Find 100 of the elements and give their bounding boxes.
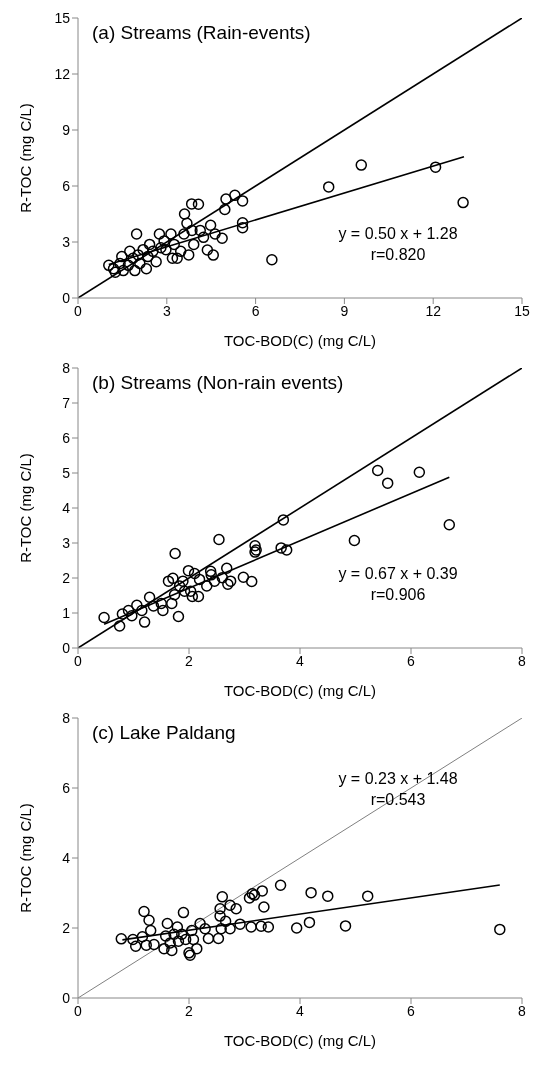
x-tick-label: 6 <box>251 302 260 319</box>
point <box>212 932 225 945</box>
point <box>207 249 220 261</box>
x-tick-label: 0 <box>74 652 83 669</box>
point <box>216 232 228 245</box>
point <box>355 159 368 171</box>
point <box>186 590 199 603</box>
point <box>169 547 181 560</box>
point <box>150 256 162 268</box>
point <box>176 928 188 941</box>
annotation: y = 0.67 x + 0.39 <box>338 564 458 584</box>
x-tick-label: 15 <box>514 302 530 319</box>
point <box>166 944 178 957</box>
point <box>236 221 249 234</box>
point <box>230 903 242 915</box>
point <box>494 923 506 936</box>
point <box>181 217 193 230</box>
point <box>275 542 287 554</box>
point <box>140 939 153 951</box>
annotation: r=0.543 <box>369 790 427 810</box>
point <box>192 198 205 211</box>
point <box>147 600 160 612</box>
point <box>114 257 126 270</box>
x-tick-label: 2 <box>185 1002 194 1019</box>
point <box>274 879 287 892</box>
point <box>168 928 180 941</box>
point <box>277 514 290 526</box>
x-tick-label: 0 <box>74 1002 83 1019</box>
point <box>413 466 426 479</box>
point <box>187 933 200 946</box>
point <box>224 922 236 935</box>
point <box>280 544 293 556</box>
point <box>179 933 192 946</box>
point <box>122 259 135 272</box>
point <box>219 915 232 928</box>
point <box>132 249 144 261</box>
x-axis-title: TOC-BOD(C) (mg C/L) <box>223 1032 377 1049</box>
point <box>266 253 278 266</box>
point <box>165 228 177 240</box>
point <box>204 219 217 231</box>
point <box>229 189 241 202</box>
point <box>290 922 303 934</box>
x-tick-label: 6 <box>407 1002 416 1019</box>
point <box>208 575 221 587</box>
point <box>429 161 442 173</box>
point <box>168 589 181 601</box>
point <box>194 224 206 237</box>
point <box>258 901 270 913</box>
point <box>138 905 150 918</box>
point <box>216 571 229 584</box>
chart-title: (a) Streams (Rain-events) <box>92 22 311 44</box>
point <box>136 604 148 617</box>
annotation: y = 0.23 x + 1.48 <box>338 769 458 789</box>
point <box>127 252 139 264</box>
point <box>162 575 175 587</box>
point <box>129 264 141 277</box>
point <box>115 933 128 945</box>
point <box>194 917 206 930</box>
point <box>134 257 146 270</box>
point <box>144 924 157 937</box>
point <box>371 464 384 477</box>
point <box>186 224 198 237</box>
point <box>177 906 190 919</box>
point <box>199 922 211 935</box>
point <box>215 922 227 935</box>
annotation: r=0.906 <box>369 585 427 605</box>
point <box>171 252 183 264</box>
point <box>220 562 233 574</box>
point <box>187 238 200 251</box>
point <box>113 620 126 632</box>
y-tick-label: 5 <box>62 464 71 481</box>
chart-title: (b) Streams (Non-rain events) <box>92 372 344 394</box>
point <box>186 924 198 937</box>
point <box>245 921 257 933</box>
y-tick-label: 4 <box>62 849 71 866</box>
y-tick-label: 2 <box>62 569 71 586</box>
point <box>305 886 317 899</box>
y-tick-label: 6 <box>62 779 71 796</box>
y-axis-title: R-TOC (mg C/L) <box>17 803 35 913</box>
point <box>116 608 129 620</box>
point <box>130 228 143 240</box>
x-axis-title: TOC-BOD(C) (mg C/L) <box>223 682 377 699</box>
point <box>166 252 179 264</box>
x-tick-label: 0 <box>74 302 83 319</box>
point <box>159 930 172 942</box>
y-tick-label: 0 <box>62 639 71 656</box>
point <box>214 903 226 915</box>
y-tick-label: 8 <box>62 709 71 726</box>
x-tick-label: 2 <box>185 652 194 669</box>
point <box>216 891 229 903</box>
x-tick-label: 12 <box>425 302 442 319</box>
point <box>245 575 258 588</box>
y-tick-label: 1 <box>62 604 71 621</box>
y-tick-label: 0 <box>62 289 71 306</box>
point <box>109 266 122 278</box>
point <box>127 933 139 946</box>
point <box>178 228 190 240</box>
point <box>219 203 231 216</box>
y-tick-label: 7 <box>62 394 71 411</box>
point <box>192 590 205 603</box>
